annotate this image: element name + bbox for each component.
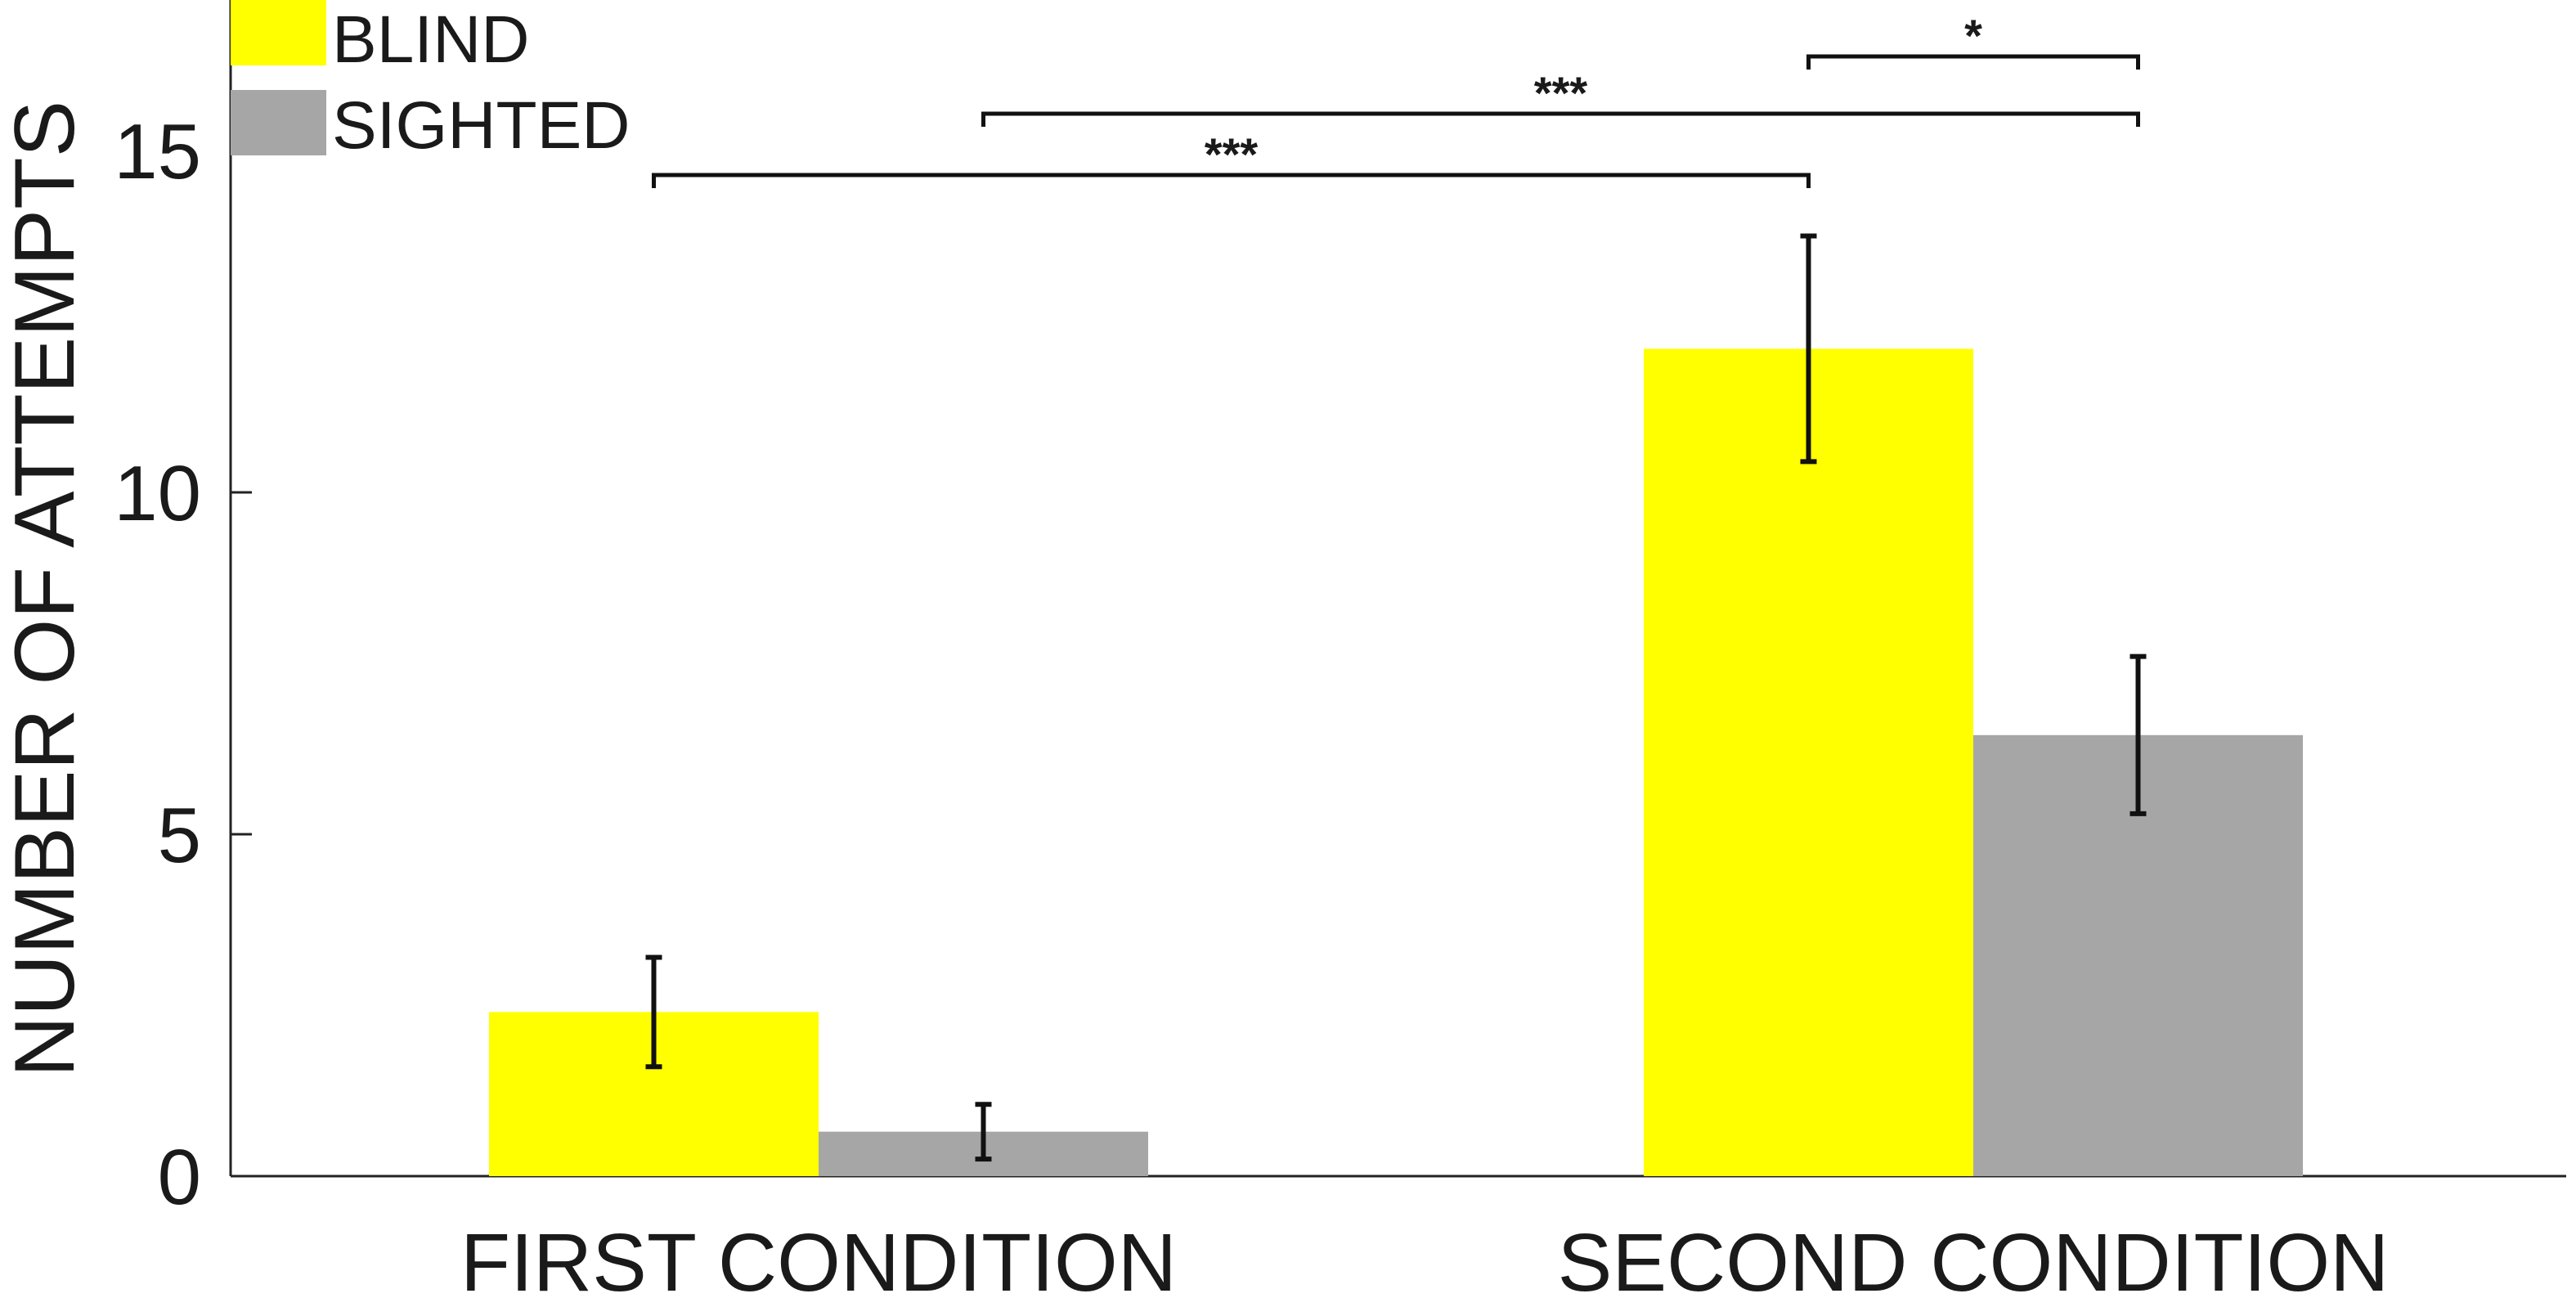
- y-tick-label: 5: [158, 792, 201, 879]
- y-axis-label: NUMBER OF ATTEMPTS: [0, 101, 92, 1077]
- y-tick-label: 15: [114, 108, 201, 195]
- significance-bracket: [1806, 54, 2140, 70]
- legend-swatch: [231, 0, 326, 65]
- legend-swatch: [231, 90, 326, 155]
- x-category-label: SECOND CONDITION: [1558, 1217, 2390, 1298]
- error-bars: [645, 233, 2147, 1162]
- significance-label: ***: [1205, 128, 1259, 180]
- y-tick-label: 0: [158, 1134, 201, 1221]
- legend-label: SIGHTED: [332, 88, 630, 163]
- significance-label: *: [1964, 10, 1982, 61]
- significance-bracket: [981, 111, 2140, 127]
- bars: [489, 348, 2303, 1176]
- x-category-label: FIRST CONDITION: [460, 1217, 1177, 1298]
- legend: BLIND SIGHTED: [231, 0, 630, 163]
- axes: 0 5 10 15 FIRST CONDITION SECOND CONDITION: [114, 0, 2566, 1298]
- bar: [1644, 348, 1973, 1176]
- significance-label: ***: [1534, 67, 1588, 119]
- y-tick-label: 10: [114, 450, 201, 537]
- significance-bracket: [652, 173, 1811, 188]
- legend-label: BLIND: [332, 2, 530, 77]
- significance-brackets: *******: [652, 10, 2140, 188]
